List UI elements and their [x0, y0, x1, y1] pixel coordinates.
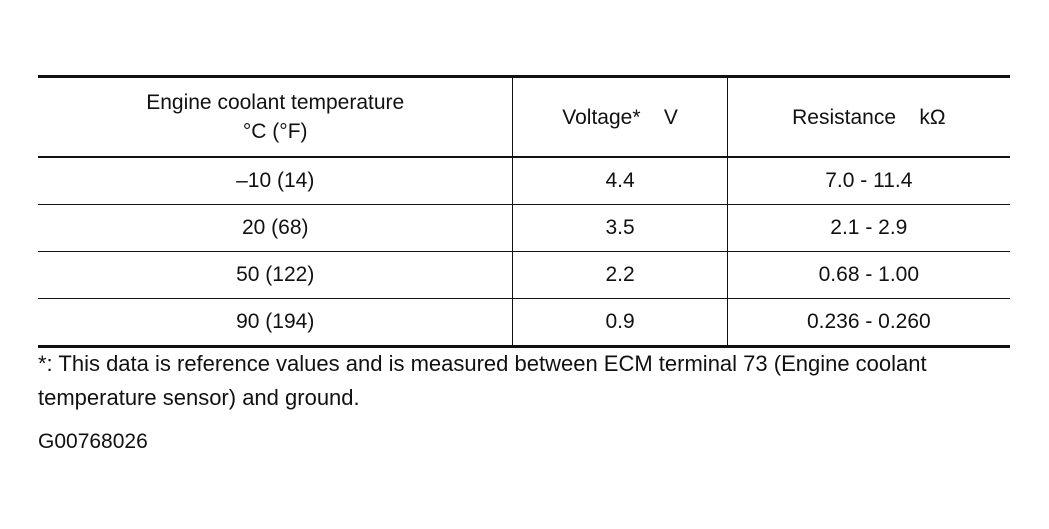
- header-cell: Voltage* V: [512, 76, 728, 158]
- table-cell: 20 (68): [38, 204, 513, 252]
- table-cell: 4.4: [512, 157, 728, 205]
- header-line: °C (°F): [242, 120, 308, 143]
- table-cell: 0.236 - 0.260: [726, 298, 1010, 348]
- figure-id: G00768026: [38, 430, 148, 453]
- header-line: Resistance kΩ: [792, 105, 946, 129]
- table-cell: 50 (122): [38, 251, 513, 299]
- header-line: Engine coolant temperature: [146, 91, 405, 114]
- header-cell: Engine coolant temperature °C (°F): [38, 76, 513, 158]
- table-cell: 90 (194): [38, 298, 513, 348]
- table-cell: –10 (14): [38, 157, 513, 205]
- table-cell: 0.9: [512, 298, 728, 348]
- spec-table: Engine coolant temperature °C (°F) Voltage…: [38, 75, 1010, 348]
- table-row: 20 (68) 3.5 2.1 - 2.9: [38, 204, 1010, 252]
- header-cell: Resistance kΩ: [726, 76, 1010, 158]
- table-cell: 2.2: [512, 251, 728, 299]
- header-row: Engine coolant temperature °C (°F) Voltage…: [38, 76, 1010, 158]
- header-line: Voltage* V: [562, 105, 678, 129]
- table-cell: 2.1 - 2.9: [726, 204, 1010, 252]
- table-row: –10 (14) 4.4 7.0 - 11.4: [38, 157, 1010, 205]
- table-row: 90 (194) 0.9 0.236 - 0.260: [38, 298, 1010, 348]
- table-cell: 7.0 - 11.4: [726, 157, 1010, 205]
- table-row: 50 (122) 2.2 0.68 - 1.00: [38, 251, 1010, 299]
- footnote: *: This data is reference values and is …: [38, 351, 927, 410]
- table-cell: 3.5: [512, 204, 728, 252]
- table-cell: 0.68 - 1.00: [726, 251, 1010, 299]
